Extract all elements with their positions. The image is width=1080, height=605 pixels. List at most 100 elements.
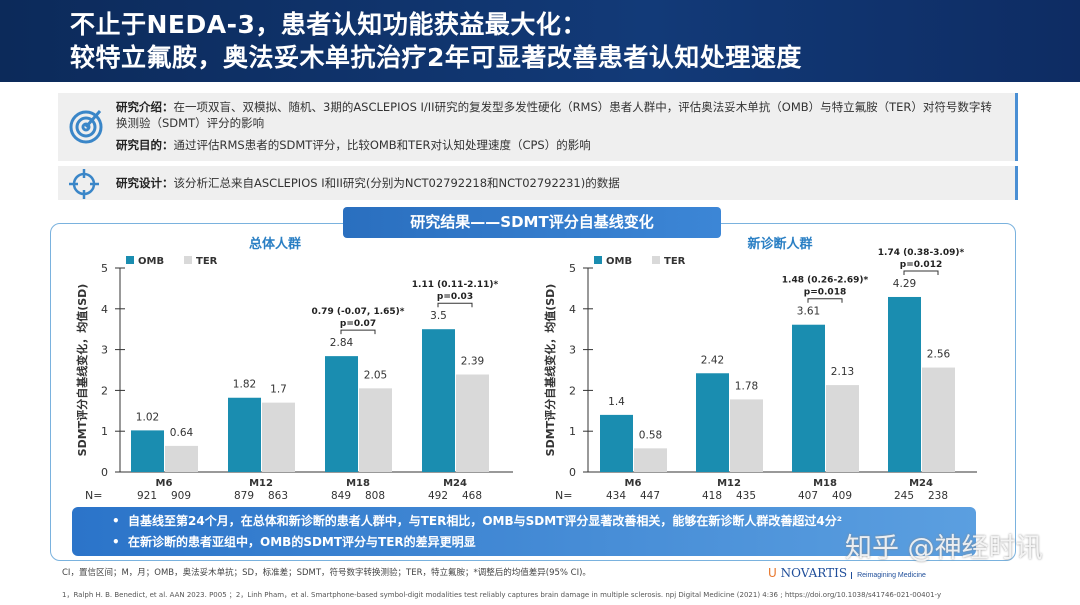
category-label: M6 bbox=[156, 478, 173, 489]
significance-bracket bbox=[437, 302, 473, 308]
n-value: 447 bbox=[640, 490, 660, 502]
n-value: 863 bbox=[268, 490, 288, 502]
intro-label: 研究介绍： bbox=[116, 100, 174, 114]
n-value: 909 bbox=[171, 490, 191, 502]
legend-swatch bbox=[184, 256, 192, 264]
data-label: 2.13 bbox=[831, 366, 854, 378]
y-tick-label: 4 bbox=[569, 303, 576, 316]
significance-bracket bbox=[903, 270, 939, 275]
novartis-logo: ᑌ NOVARTIS Reimagining Medicine bbox=[768, 566, 926, 580]
legend-swatch bbox=[652, 256, 660, 264]
category-label: M18 bbox=[813, 478, 837, 489]
mean-difference: 1.48 (0.26-2.69)* bbox=[782, 276, 869, 286]
y-axis-label: SDMT评分自基线变化，均值(SD) bbox=[543, 284, 557, 457]
data-label: 1.4 bbox=[608, 396, 625, 408]
chart-newly-diagnosed: 新诊断人群 0 1 2 3 4 5 SDMT评分自基线变化，均值(SD) OMB 1.4 2.42 3… bbox=[543, 236, 977, 502]
category-label: M18 bbox=[346, 478, 370, 489]
category-label: M6 bbox=[625, 478, 642, 489]
bar-omb bbox=[888, 296, 921, 472]
n-value: 468 bbox=[462, 490, 482, 502]
bar-ter bbox=[730, 399, 763, 472]
data-label: 2.39 bbox=[461, 355, 484, 367]
data-label: 1.02 bbox=[136, 411, 159, 423]
bar-ter bbox=[359, 388, 392, 472]
y-tick-label: 3 bbox=[569, 344, 576, 357]
y-tick-label: 0 bbox=[569, 466, 576, 479]
legend-label: TER bbox=[664, 256, 686, 267]
n-value: 418 bbox=[702, 490, 722, 502]
y-tick-label: 2 bbox=[101, 384, 108, 397]
aim-label: 研究目的： bbox=[116, 138, 174, 152]
chart-title: 总体人群 bbox=[249, 236, 301, 252]
legend-label: TER bbox=[196, 256, 218, 267]
intro-text: 在一项双盲、双模拟、随机、3期的ASCLEPIOS I/II研究的复发型多发性硬… bbox=[116, 100, 992, 130]
n-value: 435 bbox=[736, 490, 756, 502]
mean-difference: 0.79 (-0.07, 1.65)* bbox=[312, 307, 405, 317]
bar-omb bbox=[422, 329, 455, 472]
p-value: p=0.03 bbox=[437, 292, 473, 302]
target-icon bbox=[69, 110, 103, 144]
logo-tagline: Reimagining Medicine bbox=[851, 572, 926, 579]
significance-bracket bbox=[807, 298, 843, 303]
bar-ter bbox=[165, 445, 198, 472]
y-tick-label: 3 bbox=[101, 344, 108, 357]
mean-difference: 1.74 (0.38-3.09)* bbox=[878, 248, 965, 258]
y-tick-label: 4 bbox=[101, 303, 108, 316]
conclusion-2-text: 在新诊断的患者亚组中，OMB的SDMT评分与TER的差异更明显 bbox=[128, 535, 476, 549]
y-tick-label: 0 bbox=[101, 466, 108, 479]
p-value: p=0.012 bbox=[900, 260, 942, 270]
data-label: 1.78 bbox=[735, 380, 758, 392]
bar-ter bbox=[456, 374, 489, 472]
data-label: 2.05 bbox=[364, 369, 387, 381]
data-label: 2.42 bbox=[701, 354, 724, 366]
aim-text: 通过评估RMS患者的SDMT评分，比较OMB和TER对认知处理速度（CPS）的影… bbox=[173, 138, 591, 152]
n-value: 434 bbox=[606, 490, 626, 502]
n-value: 808 bbox=[365, 490, 385, 502]
title-line-2: 较特立氟胺，奥法妥木单抗治疗2年可显著改善患者认知处理速度 bbox=[70, 43, 802, 72]
y-tick-label: 2 bbox=[569, 384, 576, 397]
design-text: 该分析汇总来自ASCLEPIOS I和II研究(分别为NCT02792218和N… bbox=[173, 176, 620, 190]
category-label: M24 bbox=[909, 478, 933, 489]
n-value: 921 bbox=[137, 490, 157, 502]
bar-omb bbox=[131, 430, 164, 472]
conclusion-1-text: 自基线至第24个月，在总体和新诊断的患者人群中，与TER相比，OMB与SDMT评… bbox=[128, 514, 842, 528]
n-value: 849 bbox=[331, 490, 351, 502]
legend-label: OMB bbox=[138, 256, 164, 267]
bar-omb bbox=[325, 356, 358, 472]
bar-ter bbox=[826, 385, 859, 472]
conclusion-1: • 自基线至第24个月，在总体和新诊断的患者人群中，与TER相比，OMB与SDM… bbox=[112, 514, 842, 528]
data-label: 3.61 bbox=[797, 306, 820, 318]
n-value: 879 bbox=[234, 490, 254, 502]
references: 1，Ralph H. B. Benedict, et al. AAN 2023.… bbox=[62, 591, 942, 599]
data-label: 1.82 bbox=[233, 379, 256, 391]
y-tick-label: 1 bbox=[569, 425, 576, 438]
crosshair-icon bbox=[69, 169, 99, 199]
n-value: 245 bbox=[894, 490, 914, 502]
watermark: 知乎 @神经时讯 bbox=[845, 533, 1043, 564]
n-value: 407 bbox=[798, 490, 818, 502]
chart-overall: 总体人群 0 1 2 3 4 5 SDMT评分自基线变化，均值(SD) OMB 1.02 1.82 2… bbox=[75, 236, 513, 502]
y-tick-label: 5 bbox=[569, 262, 576, 275]
legend-label: OMB bbox=[606, 256, 632, 267]
header: 不止于NEDA-3，患者认知功能获益最大化： 较特立氟胺，奥法妥木单抗治疗2年可… bbox=[0, 0, 1080, 82]
bar-ter bbox=[634, 448, 667, 472]
data-label: 0.64 bbox=[170, 427, 194, 439]
mean-difference: 1.11 (0.11-2.11)* bbox=[412, 280, 499, 290]
n-label: N= bbox=[555, 489, 572, 502]
design-panel: 研究设计：该分析汇总来自ASCLEPIOS I和II研究(分别为NCT02792… bbox=[58, 166, 1018, 200]
footnote: CI，置信区间；M，月；OMB，奥法妥木单抗；SD，标准差；SDMT，符号数字转… bbox=[62, 568, 591, 578]
chart-title: 新诊断人群 bbox=[747, 236, 812, 252]
data-label: 4.29 bbox=[893, 278, 916, 290]
y-axis-label: SDMT评分自基线变化，均值(SD) bbox=[75, 284, 89, 457]
data-label: 2.84 bbox=[330, 337, 354, 349]
category-label: M24 bbox=[443, 478, 467, 489]
logo-brand: NOVARTIS bbox=[780, 566, 848, 580]
design-label: 研究设计： bbox=[116, 176, 174, 190]
bar-omb bbox=[228, 397, 261, 472]
p-value: p=0.07 bbox=[340, 319, 376, 329]
legend-swatch bbox=[594, 256, 602, 264]
bar-ter bbox=[922, 367, 955, 472]
category-label: M12 bbox=[249, 478, 273, 489]
data-label: 1.7 bbox=[270, 384, 287, 396]
y-tick-label: 1 bbox=[101, 425, 108, 438]
